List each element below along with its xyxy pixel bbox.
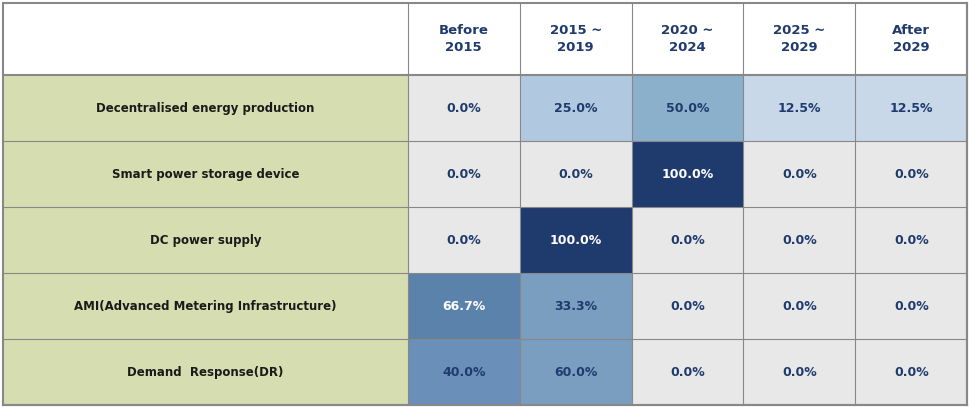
Text: 0.0%: 0.0%	[893, 168, 927, 181]
Text: Decentralised energy production: Decentralised energy production	[96, 102, 314, 115]
Bar	[742, 273, 855, 339]
Bar	[631, 207, 742, 273]
Bar	[855, 339, 966, 405]
Text: 66.7%: 66.7%	[442, 300, 484, 313]
Bar	[519, 75, 631, 141]
Bar	[407, 75, 519, 141]
Text: 40.0%: 40.0%	[442, 366, 485, 379]
Text: 0.0%: 0.0%	[446, 168, 481, 181]
Bar	[407, 207, 519, 273]
Bar	[407, 273, 519, 339]
Text: 0.0%: 0.0%	[446, 234, 481, 247]
Text: 0.0%: 0.0%	[781, 300, 816, 313]
Text: 60.0%: 60.0%	[553, 366, 597, 379]
Bar	[742, 339, 855, 405]
Bar	[3, 339, 407, 405]
Bar	[3, 273, 407, 339]
Text: 0.0%: 0.0%	[670, 366, 704, 379]
Bar	[3, 141, 407, 207]
Text: 0.0%: 0.0%	[893, 234, 927, 247]
Bar	[742, 141, 855, 207]
Bar	[631, 273, 742, 339]
Text: 0.0%: 0.0%	[893, 366, 927, 379]
Text: 100.0%: 100.0%	[661, 168, 713, 181]
Bar	[407, 141, 519, 207]
Text: 50.0%: 50.0%	[665, 102, 708, 115]
Text: 2020 ~
2024: 2020 ~ 2024	[661, 24, 713, 54]
Text: Smart power storage device: Smart power storage device	[111, 168, 298, 181]
Bar	[855, 141, 966, 207]
Bar	[742, 207, 855, 273]
Text: Before
2015: Before 2015	[438, 24, 488, 54]
Text: 0.0%: 0.0%	[893, 300, 927, 313]
Text: 25.0%: 25.0%	[553, 102, 597, 115]
Bar	[855, 273, 966, 339]
Bar	[631, 75, 742, 141]
Bar	[855, 75, 966, 141]
Text: 0.0%: 0.0%	[781, 234, 816, 247]
Text: 0.0%: 0.0%	[670, 300, 704, 313]
Bar	[631, 141, 742, 207]
Text: 33.3%: 33.3%	[553, 300, 597, 313]
Text: Demand  Response(DR): Demand Response(DR)	[127, 366, 283, 379]
Text: 0.0%: 0.0%	[446, 102, 481, 115]
Bar	[519, 339, 631, 405]
Text: 12.5%: 12.5%	[889, 102, 932, 115]
Text: 12.5%: 12.5%	[777, 102, 821, 115]
Bar	[519, 207, 631, 273]
Text: 0.0%: 0.0%	[558, 168, 592, 181]
Bar	[631, 339, 742, 405]
Bar	[519, 141, 631, 207]
Text: 100.0%: 100.0%	[549, 234, 601, 247]
Bar	[519, 273, 631, 339]
Bar	[3, 207, 407, 273]
Bar	[3, 75, 407, 141]
Text: DC power supply: DC power supply	[149, 234, 261, 247]
Text: AMI(Advanced Metering Infrastructure): AMI(Advanced Metering Infrastructure)	[74, 300, 336, 313]
Text: After
2029: After 2029	[891, 24, 929, 54]
Text: 0.0%: 0.0%	[670, 234, 704, 247]
Bar	[742, 75, 855, 141]
Text: 2025 ~
2029: 2025 ~ 2029	[772, 24, 825, 54]
Text: 0.0%: 0.0%	[781, 366, 816, 379]
Text: 2015 ~
2019: 2015 ~ 2019	[549, 24, 601, 54]
Bar	[855, 207, 966, 273]
Text: 0.0%: 0.0%	[781, 168, 816, 181]
Bar	[407, 339, 519, 405]
